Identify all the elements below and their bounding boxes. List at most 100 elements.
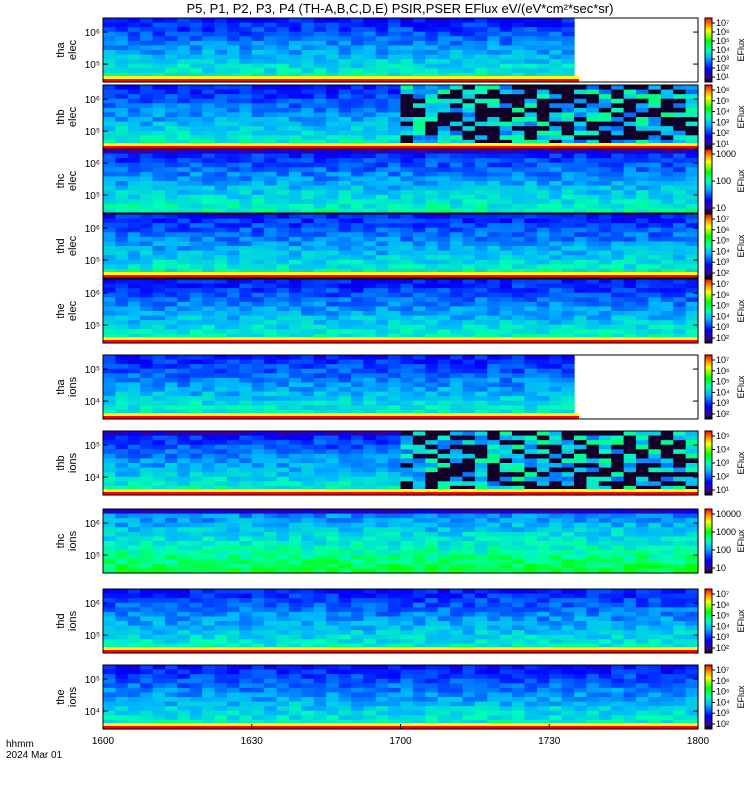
heatmap-cell	[562, 181, 575, 186]
heatmap-cell	[549, 329, 562, 334]
heatmap-cell	[277, 135, 290, 140]
heatmap-cell	[103, 355, 116, 360]
heatmap-cell	[215, 546, 228, 551]
heatmap-cell	[537, 392, 550, 397]
heatmap-cell	[326, 477, 339, 482]
heatmap-cell	[190, 297, 203, 302]
heatmap-cell	[140, 59, 153, 64]
heatmap-cell	[562, 64, 575, 69]
heatmap-cell	[140, 458, 153, 463]
heatmap-cell	[586, 246, 599, 251]
heatmap-cell	[611, 436, 624, 441]
heatmap-cell	[425, 518, 438, 523]
heatmap-cell	[128, 431, 141, 436]
heatmap-cell	[289, 458, 302, 463]
heatmap-cell	[153, 382, 166, 387]
heatmap-cell	[326, 436, 339, 441]
heatmap-cell	[363, 360, 376, 365]
heatmap-cell	[326, 355, 339, 360]
heatmap-cell	[487, 382, 500, 387]
heatmap-cell	[115, 68, 128, 73]
heatmap-cell	[177, 536, 190, 541]
heatmap-cell	[351, 302, 364, 307]
heatmap-cell	[351, 325, 364, 330]
heatmap-cell	[401, 50, 414, 55]
heatmap-cell	[413, 436, 426, 441]
heatmap-cell	[388, 64, 401, 69]
heatmap-cell	[165, 103, 178, 108]
heatmap-cell	[289, 45, 302, 50]
heatmap-cell	[301, 445, 314, 450]
heatmap-cell	[475, 360, 488, 365]
heatmap-cell	[128, 559, 141, 564]
heatmap-cell	[537, 463, 550, 468]
heatmap-cell	[264, 325, 277, 330]
heatmap-cell	[562, 329, 575, 334]
heatmap-cell	[103, 436, 116, 441]
heatmap-cell	[562, 176, 575, 181]
heatmap-cell	[438, 284, 451, 289]
heatmap-cell	[339, 163, 352, 168]
heatmap-cell	[264, 246, 277, 251]
heatmap-cell	[239, 251, 252, 256]
heatmap-cell	[301, 27, 314, 32]
heatmap-cell	[177, 378, 190, 383]
heatmap-cell	[115, 186, 128, 191]
heatmap-cell	[388, 396, 401, 401]
heatmap-cell	[153, 279, 166, 284]
heatmap-cell	[475, 223, 488, 228]
colorbar-tick-label: 10³	[716, 117, 729, 127]
heatmap-cell	[128, 228, 141, 233]
heatmap-cell	[215, 477, 228, 482]
heatmap-cell	[462, 458, 475, 463]
heatmap-cell	[363, 232, 376, 237]
heatmap-cell	[202, 550, 215, 555]
heatmap-cell	[363, 564, 376, 569]
heatmap-cell	[673, 237, 686, 242]
heatmap-cell	[177, 64, 190, 69]
heatmap-cell	[475, 64, 488, 69]
heatmap-cell	[438, 219, 451, 224]
heatmap-cell	[239, 163, 252, 168]
heatmap-cell	[500, 126, 513, 131]
heatmap-cell	[438, 241, 451, 246]
heatmap-cell	[190, 190, 203, 195]
heatmap-cell	[401, 219, 414, 224]
heatmap-cell	[500, 55, 513, 60]
heatmap-cell	[425, 223, 438, 228]
heatmap-cell	[363, 364, 376, 369]
heatmap-cell	[450, 126, 463, 131]
heatmap-cell	[537, 50, 550, 55]
heatmap-cell	[115, 167, 128, 172]
heatmap-cell	[339, 85, 352, 90]
heatmap-cell	[277, 518, 290, 523]
heatmap-cell	[686, 122, 699, 127]
heatmap-cell	[202, 431, 215, 436]
heatmap-cell	[190, 454, 203, 459]
heatmap-cell	[177, 401, 190, 406]
heatmap-cell	[202, 546, 215, 551]
heatmap-cell	[524, 163, 537, 168]
heatmap-cell	[264, 163, 277, 168]
heatmap-cell	[289, 251, 302, 256]
heatmap-cell	[438, 32, 451, 37]
heatmap-cell	[227, 41, 240, 46]
heatmap-cell	[190, 50, 203, 55]
heatmap-cell	[586, 181, 599, 186]
heatmap-cell	[190, 378, 203, 383]
heatmap-cell	[351, 468, 364, 473]
heatmap-cell	[215, 32, 228, 37]
heatmap-cell	[301, 135, 314, 140]
heatmap-cell	[586, 288, 599, 293]
heatmap-cell	[277, 108, 290, 113]
heatmap-cell	[277, 186, 290, 191]
heatmap-cell	[339, 514, 352, 519]
heatmap-cell	[326, 463, 339, 468]
heatmap-cell	[177, 387, 190, 392]
heatmap-cell	[562, 369, 575, 374]
heatmap-cell	[264, 186, 277, 191]
heatmap-cell	[462, 255, 475, 260]
colorbar-tick-label: 10¹	[716, 139, 729, 149]
heatmap-cell	[202, 449, 215, 454]
